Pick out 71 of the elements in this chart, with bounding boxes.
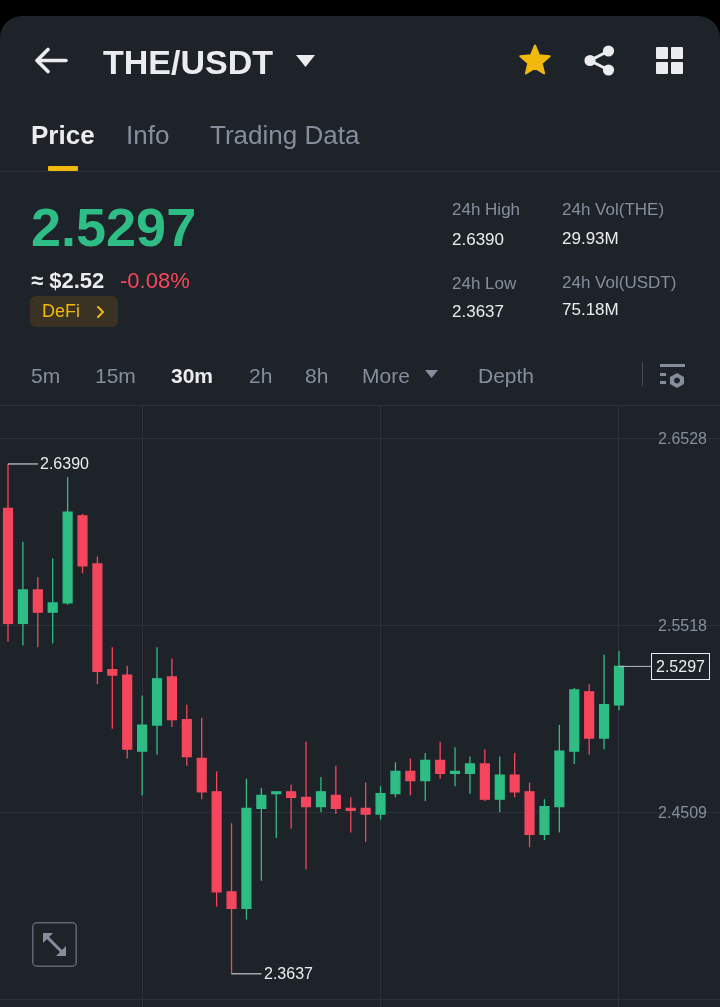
y-tick-label: 2.4509 — [658, 803, 708, 821]
text: 2.5297 — [656, 658, 706, 675]
y-tick-label: 2.6528 — [658, 430, 708, 448]
text: 2.6390 — [452, 229, 504, 251]
text: -0.08% — [120, 267, 190, 295]
candlestick — [62, 476, 73, 606]
candlestick — [286, 783, 297, 830]
candlestick — [256, 787, 267, 882]
candlestick — [196, 717, 207, 800]
candlestick — [598, 654, 610, 750]
candlestick — [524, 781, 535, 848]
candlestick — [464, 755, 476, 795]
annotation: 2.3637 — [264, 965, 314, 982]
candlestick — [554, 724, 565, 834]
candlestick — [32, 576, 43, 648]
text: 24h Vol(USDT) — [562, 272, 677, 294]
candlestick — [211, 770, 222, 908]
candlestick — [315, 776, 327, 813]
candlestick — [405, 757, 416, 797]
candlestick — [151, 646, 163, 756]
candlestick — [226, 822, 237, 975]
candlestick — [107, 646, 118, 730]
text: 2h — [249, 363, 273, 389]
candlestick — [47, 557, 58, 645]
text: 24h High — [452, 199, 521, 221]
candlestick — [17, 541, 28, 647]
candlestick — [241, 778, 252, 921]
text: ≈ $2.52 — [31, 267, 105, 295]
text: DeFi — [42, 301, 81, 323]
text: Price — [31, 120, 95, 152]
candlestick — [509, 752, 520, 798]
candlestick — [2, 463, 14, 643]
candlestick — [122, 665, 133, 760]
candlestick — [375, 785, 386, 821]
candlestick — [271, 791, 282, 839]
text: 5m — [31, 363, 61, 389]
annotation: 2.6390 — [40, 455, 90, 472]
candlestick — [360, 781, 371, 843]
text: 8h — [305, 363, 329, 389]
candlestick — [330, 765, 341, 815]
text: 24h Vol(THE) — [562, 199, 665, 221]
text: Info — [126, 120, 170, 152]
text: 2.5297 — [31, 195, 197, 259]
candlestick — [584, 683, 595, 756]
candlestick — [390, 761, 401, 798]
candlestick — [435, 741, 446, 780]
chart-title: THE/USDT — [103, 41, 273, 83]
text: 2.3637 — [452, 301, 504, 323]
y-tick-label: 2.5518 — [658, 617, 708, 635]
candlestick — [539, 798, 550, 841]
candlestick — [77, 513, 88, 574]
text: 30m — [171, 363, 214, 389]
candlestick — [569, 687, 580, 765]
candlestick — [420, 752, 431, 802]
text: 29.93M — [562, 228, 619, 250]
text: Depth — [478, 363, 535, 389]
candlestick — [494, 755, 505, 813]
candlestick — [166, 657, 177, 728]
candlestick — [137, 694, 148, 797]
candlestick — [300, 741, 312, 871]
candlestick — [613, 650, 625, 711]
text: 24h Low — [452, 273, 517, 295]
candlestick — [181, 704, 192, 767]
candlestick — [449, 746, 461, 787]
text: Trading Data — [210, 120, 360, 152]
candlestick — [92, 555, 103, 686]
text: 15m — [95, 363, 136, 389]
text: 75.18M — [562, 299, 619, 321]
text: More — [362, 363, 410, 389]
candlestick — [479, 748, 490, 802]
candlestick — [345, 796, 356, 834]
